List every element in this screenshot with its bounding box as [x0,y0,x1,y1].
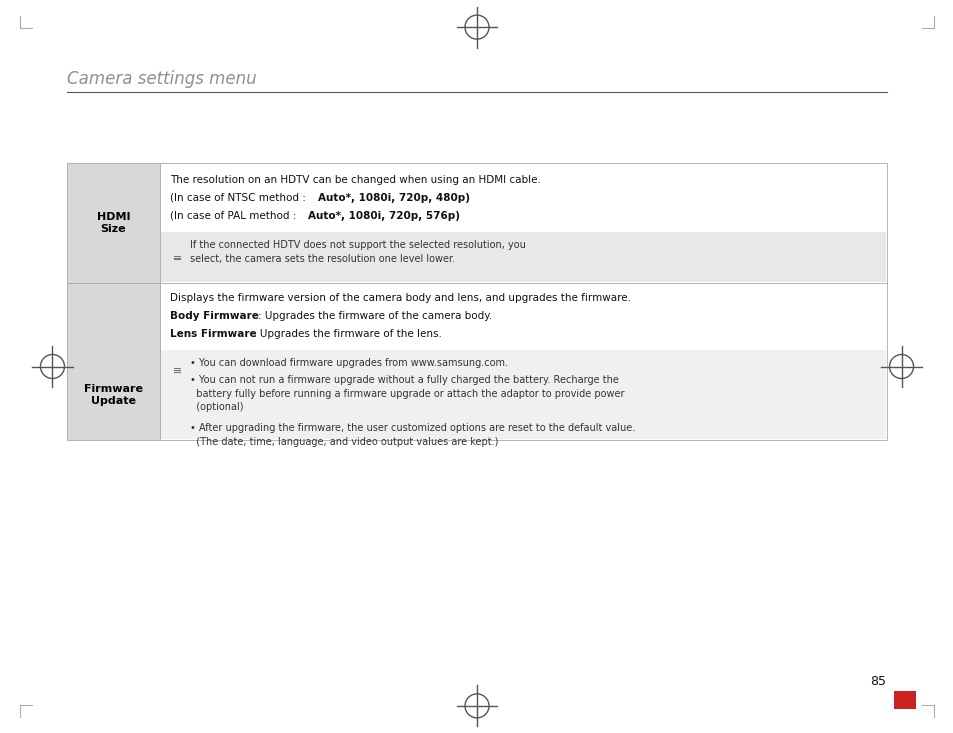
Text: The resolution on an HDTV can be changed when using an HDMI cable.: The resolution on an HDTV can be changed… [170,175,540,185]
Bar [893,691,915,709]
Text: • You can not run a firmware upgrade without a fully charged the battery. Rechar: • You can not run a firmware upgrade wit… [190,375,624,412]
Text: Body Firmware: Body Firmware [170,311,258,321]
Text: 85: 85 [869,675,885,688]
Text: • You can download firmware upgrades from www.samsung.com.: • You can download firmware upgrades fro… [190,358,507,368]
Bar [161,232,885,282]
Text: Camera settings menu: Camera settings menu [67,70,256,88]
Bar [160,283,886,440]
Bar [67,283,160,440]
Bar [67,163,160,283]
FancyBboxPatch shape [172,364,182,376]
Text: If the connected HDTV does not support the selected resolution, you
select, the : If the connected HDTV does not support t… [190,240,525,264]
Text: : Upgrades the firmware of the camera body.: : Upgrades the firmware of the camera bo… [257,311,492,321]
Text: Firmware
Update: Firmware Update [84,384,143,406]
Text: HDMI
Size: HDMI Size [96,212,131,234]
Text: Auto*, 1080i, 720p, 576p): Auto*, 1080i, 720p, 576p) [308,211,459,221]
FancyBboxPatch shape [172,251,182,263]
Text: (In case of PAL method :: (In case of PAL method : [170,211,299,221]
Text: Lens Firmware: Lens Firmware [170,329,256,339]
Text: • After upgrading the firmware, the user customized options are reset to the def: • After upgrading the firmware, the user… [190,423,635,446]
Bar [160,163,886,283]
Text: : Upgrades the firmware of the lens.: : Upgrades the firmware of the lens. [253,329,441,339]
Text: Auto*, 1080i, 720p, 480p): Auto*, 1080i, 720p, 480p) [317,193,470,203]
Text: (In case of NTSC method :: (In case of NTSC method : [170,193,309,203]
Bar [161,350,885,439]
Text: Displays the firmware version of the camera body and lens, and upgrades the firm: Displays the firmware version of the cam… [170,293,630,303]
